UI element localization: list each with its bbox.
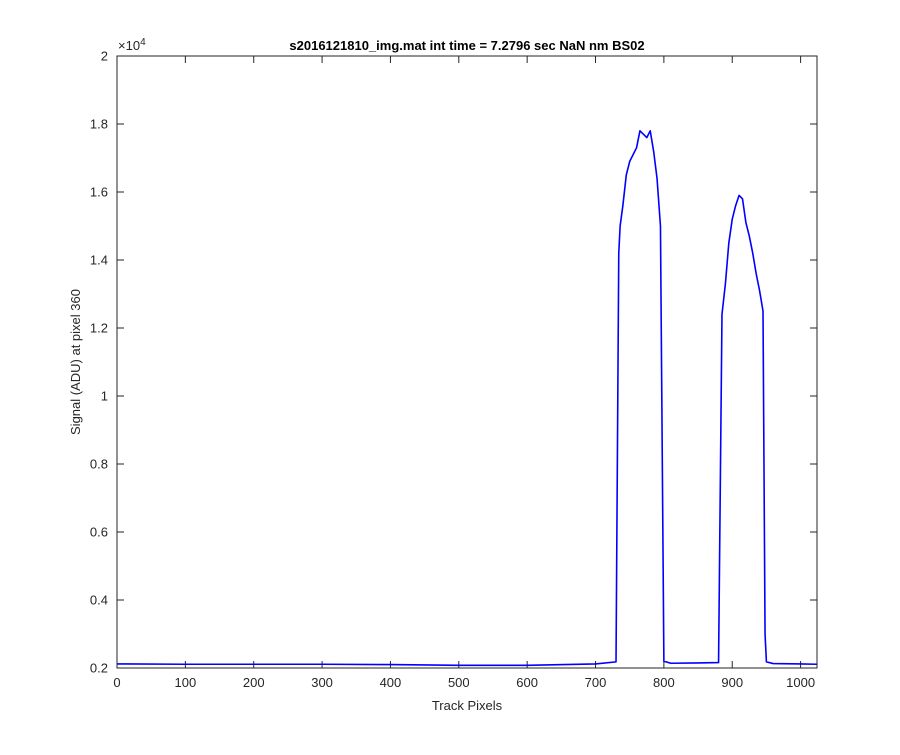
y-axis-label: Signal (ADU) at pixel 360	[68, 289, 83, 435]
y-tick-label: 1	[101, 389, 108, 404]
x-tick-label: 400	[380, 675, 402, 690]
y-tick-label: 0.4	[90, 593, 108, 608]
x-tick-label: 700	[585, 675, 607, 690]
chart-title: s2016121810_img.mat int time = 7.2796 se…	[289, 38, 644, 53]
x-tick-label: 800	[653, 675, 675, 690]
x-tick-label: 200	[243, 675, 265, 690]
x-tick-label: 900	[721, 675, 743, 690]
x-tick-label: 600	[516, 675, 538, 690]
y-tick-label: 2	[101, 49, 108, 64]
y-tick-label: 0.2	[90, 661, 108, 676]
series-line	[116, 130, 818, 667]
x-tick-label: 300	[311, 675, 333, 690]
y-tick-label: 1.4	[90, 253, 108, 268]
x-tick-label: 100	[175, 675, 197, 690]
x-tick-label: 0	[113, 675, 120, 690]
y-tick-label: 0.8	[90, 457, 108, 472]
x-axis-label: Track Pixels	[432, 698, 503, 713]
x-tick-label: 1000	[786, 675, 815, 690]
y-tick-label: 1.8	[90, 117, 108, 132]
y-tick-label: 1.6	[90, 185, 108, 200]
y-tick-label: 0.6	[90, 525, 108, 540]
y-exponent-label: ×104	[118, 37, 146, 53]
x-tick-label: 500	[448, 675, 470, 690]
y-tick-label: 1.2	[90, 321, 108, 336]
plot-area	[116, 55, 818, 669]
